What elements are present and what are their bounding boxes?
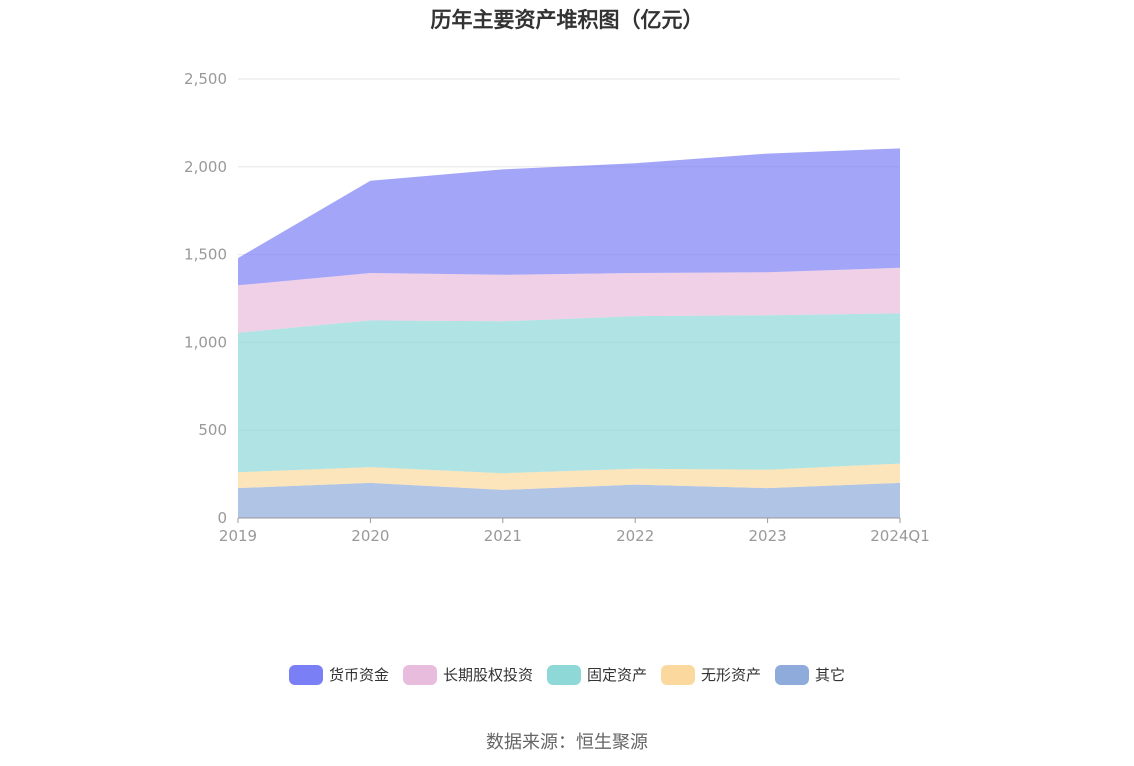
- data-source: 数据来源：恒生聚源: [486, 732, 648, 753]
- y-tick-label: 2,000: [184, 158, 227, 176]
- x-tick-label: 2023: [749, 527, 787, 545]
- legend-item[interactable]: 长期股权投资: [402, 664, 533, 685]
- legend-swatch: [288, 664, 323, 685]
- chart-title: 历年主要资产堆积图（亿元）: [430, 8, 704, 32]
- legend-label: 货币资金: [328, 666, 389, 684]
- legend-swatch: [775, 664, 810, 685]
- legend-label: 固定资产: [586, 666, 647, 684]
- x-tick-label: 2024Q1: [870, 527, 930, 545]
- legend-item[interactable]: 其它: [775, 664, 845, 685]
- area-series: [238, 482, 900, 518]
- x-tick-label: 2021: [484, 527, 522, 545]
- legend-swatch: [402, 664, 437, 685]
- area-series: [238, 267, 900, 333]
- area-series: [238, 148, 900, 286]
- area-series: [238, 463, 900, 490]
- x-tick-label: 2019: [219, 527, 257, 545]
- legend-swatch: [546, 664, 581, 685]
- y-tick-label: 1,500: [184, 246, 227, 264]
- legend-label: 无形资产: [701, 666, 762, 684]
- legend-item[interactable]: 无形资产: [661, 664, 761, 685]
- chart-legend: 货币资金 长期股权投资 固定资产 无形资产 其它: [0, 664, 1134, 685]
- area-series: [238, 313, 900, 474]
- legend-label: 其它: [815, 666, 846, 684]
- legend-swatch: [661, 664, 695, 685]
- y-tick-label: 2,500: [184, 70, 227, 88]
- x-tick-label: 2020: [351, 527, 389, 545]
- legend-item[interactable]: 货币资金: [288, 664, 389, 685]
- y-tick-label: 1,000: [184, 333, 227, 351]
- legend-item[interactable]: 固定资产: [546, 664, 647, 685]
- x-tick-label: 2022: [616, 527, 654, 545]
- legend-label: 长期股权投资: [442, 666, 533, 684]
- y-tick-label: 0: [217, 509, 227, 527]
- y-tick-label: 500: [198, 421, 227, 439]
